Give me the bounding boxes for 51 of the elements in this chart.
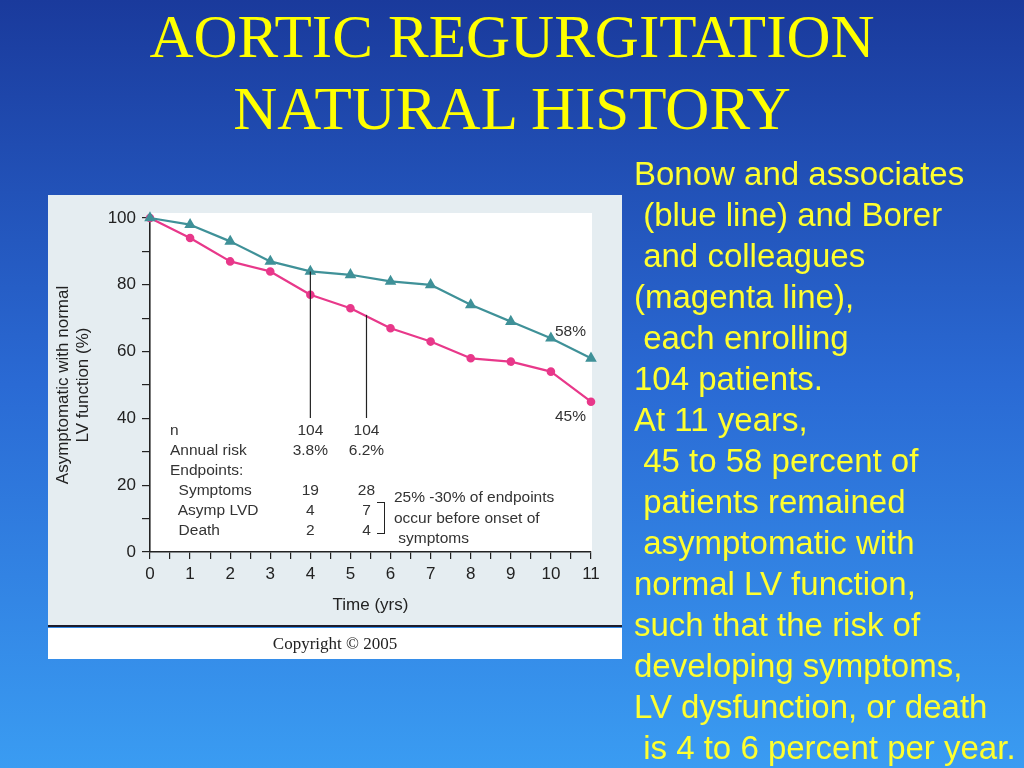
text: Bonow and associates (blue line) and Borer and colleagues (magenta line), each enrolling 104 patients. At 11 years, 45 to 58 percent of patients remained asymptomatic with normal LV function, such that the risk of developing symptoms, LV dysfunction, or death is 4 to 6 percent per year. <box>634 155 1016 766</box>
x-tick-label: 1 <box>185 563 195 583</box>
y-tick-label: 40 <box>117 408 136 428</box>
chart-title: AORTIC REGURGITATION NATURAL HISTORY <box>148 2 876 144</box>
x-tick-label: 5 <box>345 563 356 583</box>
point <box>185 219 196 229</box>
point <box>346 303 355 313</box>
data-label: 45% <box>554 406 587 424</box>
point <box>465 299 476 309</box>
x-tick-label: 6 <box>385 563 396 583</box>
x-tick-label: 10 <box>541 563 561 583</box>
point <box>425 279 436 289</box>
annotation: n Annual risk Endpoints: Symptoms Asymp LVD Death <box>170 420 259 540</box>
annotation: 104 3.8% <box>292 420 329 460</box>
point <box>546 367 556 376</box>
point <box>545 332 556 342</box>
point <box>345 269 356 279</box>
point <box>466 353 476 363</box>
x-tick-label: 7 <box>425 563 436 583</box>
annotation: 19 4 2 <box>301 480 319 540</box>
annotation: 28 7 4 <box>357 480 376 540</box>
x-tick-label: 9 <box>506 563 516 583</box>
point <box>265 255 276 265</box>
point <box>385 275 396 285</box>
annotation: 25% -30% of endpoints occur before onset of symptoms <box>394 487 555 548</box>
point <box>586 352 596 362</box>
x-tick-label: 4 <box>305 563 316 583</box>
x-axis-title: Time (yrs) <box>332 595 409 615</box>
point <box>586 397 596 406</box>
x-tick-label: 0 <box>145 563 155 583</box>
point <box>386 323 395 333</box>
y-tick-label: 60 <box>117 341 136 361</box>
point <box>225 257 235 266</box>
point <box>506 357 516 366</box>
y-tick-label: 20 <box>117 474 136 494</box>
y-tick-label: 100 <box>107 207 136 227</box>
y-axis-title: Asymptomatic with normal LV function (%) <box>53 285 93 485</box>
point <box>185 233 195 243</box>
x-tick-label: 3 <box>265 563 276 583</box>
data-label: 58% <box>554 321 587 339</box>
point <box>265 267 275 276</box>
y-tick-label: 0 <box>126 541 136 561</box>
x-tick-label: 8 <box>465 563 476 583</box>
point <box>225 235 236 245</box>
x-tick-label: 11 <box>582 563 600 583</box>
point <box>505 315 516 325</box>
text: Copyright © 2005 <box>48 628 622 659</box>
annotation: 104 6.2% <box>348 420 385 460</box>
point <box>426 337 435 346</box>
y-tick-label: 80 <box>117 274 136 294</box>
x-tick-label: 2 <box>225 563 235 583</box>
